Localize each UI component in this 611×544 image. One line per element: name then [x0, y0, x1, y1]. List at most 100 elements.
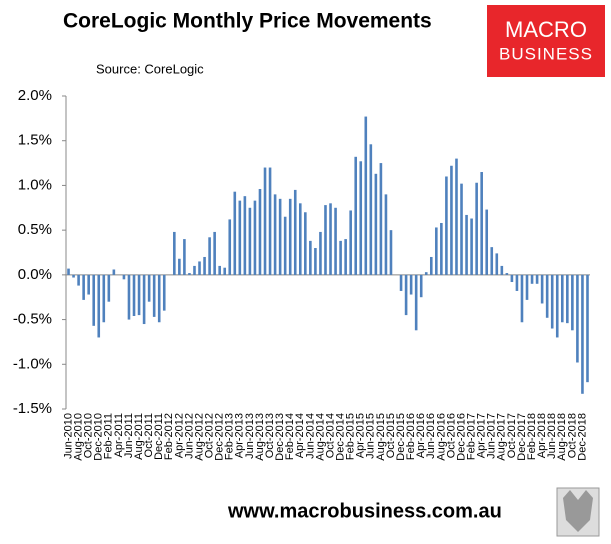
footer: www.macrobusiness.com.au: [227, 500, 502, 522]
y-tick-label: -1.0%: [13, 355, 52, 372]
bar: [228, 219, 232, 275]
x-tick-label: Jun-2017: [486, 413, 498, 459]
bar: [419, 274, 423, 298]
bar: [510, 274, 514, 283]
bar: [566, 274, 569, 324]
bar: [435, 227, 438, 275]
wolf-icon-face: [563, 490, 593, 532]
bar: [193, 265, 196, 275]
y-tick-label: 1.5%: [18, 132, 52, 149]
bar: [550, 274, 554, 329]
bar: [460, 183, 463, 275]
bar: [298, 203, 302, 275]
bar: [248, 207, 252, 275]
bar: [122, 274, 126, 280]
bar: [173, 231, 176, 275]
bar: [505, 273, 509, 275]
logo-line2: BUSINESS: [499, 44, 593, 63]
bar: [379, 163, 383, 275]
bar: [586, 274, 589, 383]
x-tick-label: Jun-2011: [123, 413, 135, 458]
bar: [354, 156, 358, 275]
x-tick-label: Apr-2012: [173, 413, 185, 458]
logo-line1: MACRO: [505, 17, 587, 42]
bar: [233, 191, 237, 275]
x-tick-label: Oct-2014: [324, 413, 336, 458]
bar: [92, 274, 96, 326]
bar: [97, 274, 101, 338]
bar: [555, 274, 559, 338]
x-tick-label: Oct-2011: [143, 413, 155, 457]
x-tick-label: Aug-2010: [73, 413, 85, 461]
bar: [273, 194, 277, 275]
bar: [409, 274, 413, 295]
bar: [404, 274, 408, 316]
bar: [87, 274, 90, 295]
bar: [445, 176, 448, 275]
bar: [263, 167, 267, 275]
bar: [581, 274, 584, 394]
bar: [127, 274, 131, 320]
x-tick-label: Jun-2010: [62, 413, 74, 459]
bar: [324, 205, 327, 275]
bar: [178, 258, 181, 275]
bar: [293, 189, 297, 275]
x-tick-label: Apr-2017: [476, 413, 488, 458]
bar: [107, 274, 111, 302]
bar: [137, 274, 141, 316]
bar: [157, 274, 161, 323]
bar: [525, 274, 529, 300]
x-tick-label: Oct-2016: [445, 413, 457, 458]
x-tick-label: Jun-2016: [425, 413, 437, 459]
bar: [440, 222, 443, 275]
y-tick-label: -1.5%: [13, 400, 52, 417]
x-tick-label: Jun-2014: [304, 413, 316, 459]
bar: [112, 269, 116, 275]
bar: [198, 261, 201, 275]
bar: [319, 231, 322, 275]
x-tick-label: Jun-2015: [365, 413, 377, 459]
bar: [359, 161, 363, 275]
bar: [545, 274, 549, 318]
bar: [203, 256, 206, 275]
x-tick-label: Dec-2014: [335, 413, 347, 461]
bar: [238, 200, 242, 275]
chart-subtitle: Source: CoreLogic: [96, 61, 204, 76]
bar: [530, 274, 534, 284]
x-tick-label: Dec-2011: [153, 413, 165, 460]
bar: [223, 267, 227, 275]
x-tick-label: Oct-2017: [506, 413, 518, 458]
bar: [77, 274, 80, 286]
chart-title: CoreLogic Monthly Price Movements: [63, 10, 432, 33]
x-tick-label: Oct-2010: [83, 413, 95, 458]
bar: [414, 274, 418, 331]
bar: [475, 182, 478, 275]
bar: [82, 274, 85, 300]
bar: [278, 198, 282, 275]
bar: [152, 274, 156, 317]
x-tick-label: Feb-2011: [103, 413, 115, 459]
bar: [364, 116, 368, 275]
x-tick-label: Apr-2013: [234, 413, 246, 458]
bar: [399, 274, 403, 291]
bar: [329, 203, 332, 275]
bar: [450, 165, 453, 275]
bar: [283, 216, 287, 275]
bar: [560, 274, 564, 323]
x-tick-label: Aug-2011: [133, 413, 145, 460]
x-tick-label: Feb-2018: [526, 413, 538, 460]
x-tick-label: Dec-2016: [455, 413, 467, 461]
x-tick-label: Aug-2012: [193, 413, 205, 461]
bar: [162, 274, 166, 311]
x-tick-label: Oct-2012: [204, 413, 216, 458]
bar: [384, 194, 388, 275]
bar: [429, 256, 433, 275]
bar: [213, 231, 216, 275]
bar: [67, 268, 70, 275]
bar: [490, 247, 494, 275]
x-tick-label: Oct-2018: [566, 413, 578, 458]
bar: [309, 240, 312, 275]
bar: [304, 212, 307, 275]
bar: [495, 253, 499, 275]
x-tick-label: Oct-2013: [264, 413, 276, 458]
